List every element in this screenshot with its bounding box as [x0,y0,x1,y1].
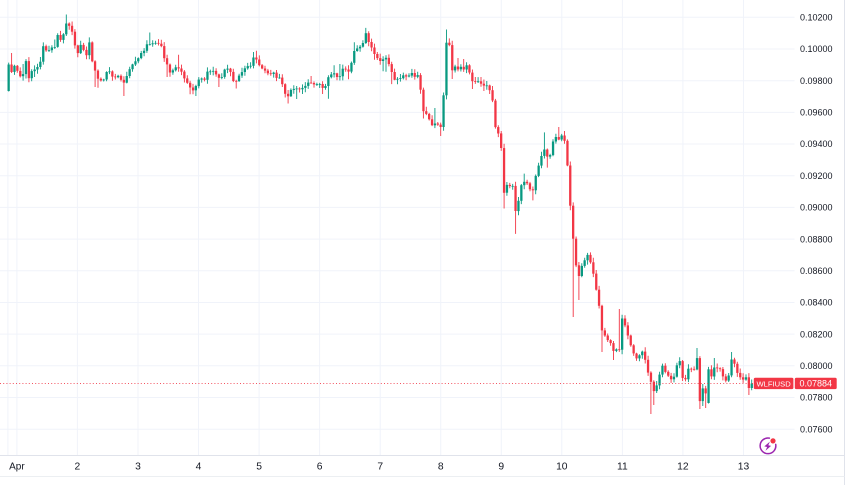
svg-text:0.07884: 0.07884 [800,378,833,388]
svg-text:0.10000: 0.10000 [800,44,833,54]
svg-text:0.09000: 0.09000 [800,203,833,213]
svg-text:0.08000: 0.08000 [800,361,833,371]
svg-text:0.09400: 0.09400 [800,139,833,149]
svg-text:4: 4 [196,461,202,472]
svg-text:0.10200: 0.10200 [800,13,833,23]
svg-text:9: 9 [498,461,504,472]
svg-text:0.07600: 0.07600 [800,424,833,434]
svg-text:13: 13 [738,461,750,472]
svg-text:5: 5 [256,461,262,472]
svg-text:0.08200: 0.08200 [800,329,833,339]
svg-text:WLFIUSD: WLFIUSD [757,379,792,388]
svg-text:0.08400: 0.08400 [800,298,833,308]
svg-text:10: 10 [556,461,568,472]
svg-text:7: 7 [377,461,383,472]
svg-text:11: 11 [617,461,628,472]
svg-text:6: 6 [317,461,323,472]
svg-text:0.09800: 0.09800 [800,76,833,86]
svg-text:12: 12 [677,461,689,472]
svg-text:0.07800: 0.07800 [800,393,833,403]
svg-text:0.08800: 0.08800 [800,234,833,244]
svg-text:0.08600: 0.08600 [800,266,833,276]
svg-text:Apr: Apr [9,461,25,472]
svg-text:0.09200: 0.09200 [800,171,833,181]
svg-text:0.09600: 0.09600 [800,108,833,118]
svg-text:3: 3 [135,461,141,472]
svg-text:2: 2 [75,461,81,472]
svg-text:8: 8 [438,461,444,472]
